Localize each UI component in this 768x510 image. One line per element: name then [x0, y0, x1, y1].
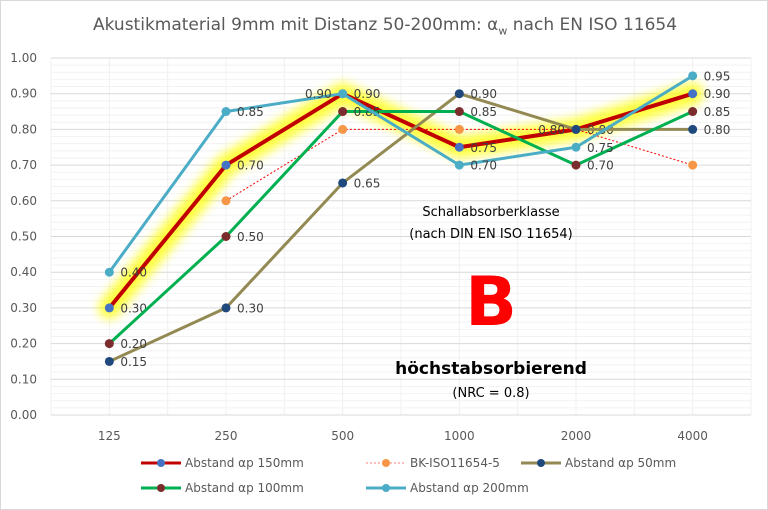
- data-point: [454, 124, 464, 134]
- data-point: [221, 196, 231, 206]
- data-label: 0.70: [587, 159, 614, 173]
- x-tick-label: 500: [331, 429, 354, 443]
- legend-item: Abstand αp 50mm: [521, 456, 676, 470]
- title-subscript: w: [498, 24, 508, 38]
- legend-swatch: [366, 459, 406, 467]
- data-label: 0.90: [470, 87, 497, 101]
- annotation-class-letter: B: [465, 263, 517, 342]
- y-tick-label: 0.60: [10, 194, 37, 208]
- y-tick-label: 0.40: [10, 265, 37, 279]
- data-point: [454, 160, 464, 170]
- data-label: 0.90: [305, 87, 332, 101]
- series-line: [108, 110, 694, 345]
- data-point: [221, 107, 231, 117]
- data-point: [571, 160, 581, 170]
- data-label: 0.40: [120, 266, 147, 280]
- legend-label: BK-ISO11654-5: [410, 456, 500, 470]
- data-label: 0.85: [354, 105, 381, 119]
- legend-item: Abstand αp 100mm: [141, 481, 304, 495]
- data-label: 0.80: [704, 123, 731, 137]
- annotation-class-desc: höchstabsorbierend: [395, 359, 587, 379]
- data-label: 0.15: [120, 355, 147, 369]
- data-point: [221, 303, 231, 313]
- data-label: 0.20: [120, 337, 147, 351]
- data-label: 0.30: [120, 301, 147, 315]
- y-tick-label: 0.70: [10, 158, 37, 172]
- y-tick-label: 0.10: [10, 372, 37, 386]
- data-point: [338, 178, 348, 188]
- legend-label: Abstand αp 200mm: [410, 481, 529, 495]
- data-point: [104, 267, 114, 277]
- data-point: [688, 89, 698, 99]
- data-point: [688, 124, 698, 134]
- x-tick-label: 250: [215, 429, 238, 443]
- data-point: [454, 107, 464, 117]
- data-point: [338, 89, 348, 99]
- legend-item: Abstand αp 150mm: [141, 456, 304, 470]
- data-point: [688, 160, 698, 170]
- data-point: [104, 303, 114, 313]
- data-point: [454, 89, 464, 99]
- data-label: 0.85: [237, 105, 264, 119]
- data-point: [571, 124, 581, 134]
- legend-swatch: [141, 484, 181, 492]
- data-point: [571, 142, 581, 152]
- data-label: 0.70: [237, 159, 264, 173]
- annotation-nrc: (NRC = 0.8): [452, 386, 530, 401]
- y-tick-label: 0.80: [10, 122, 37, 136]
- data-label: 0.70: [470, 159, 497, 173]
- data-point: [104, 339, 114, 349]
- data-point: [104, 356, 114, 366]
- annotation-class-label: Schallabsorberklasse: [422, 205, 560, 220]
- y-tick-label: 0.90: [10, 87, 37, 101]
- data-point: [688, 107, 698, 117]
- x-tick-label: 4000: [677, 429, 708, 443]
- legend-swatch: [141, 459, 181, 467]
- legend-swatch: [521, 459, 561, 467]
- data-label: 0.85: [704, 105, 731, 119]
- data-point: [688, 71, 698, 81]
- y-tick-label: 0.00: [10, 408, 37, 422]
- annotation-class-norm: (nach DIN EN ISO 11654): [409, 227, 573, 242]
- data-label: 0.65: [354, 176, 381, 190]
- x-tick-label: 2000: [561, 429, 592, 443]
- legend-swatch: [366, 484, 406, 492]
- chart-title: Akustikmaterial 9mm mit Distanz 50-200mm…: [1, 15, 767, 38]
- data-label: 0.50: [237, 230, 264, 244]
- y-tick-label: 0.30: [10, 301, 37, 315]
- data-label: 0.85: [470, 105, 497, 119]
- data-point: [221, 232, 231, 241]
- x-tick-label: 125: [98, 429, 121, 443]
- y-tick-label: 0.20: [10, 337, 37, 351]
- legend-label: Abstand αp 150mm: [185, 456, 304, 470]
- title-rest: nach EN ISO 11654: [507, 15, 678, 35]
- series-line: [108, 74, 694, 274]
- data-label: 0.30: [237, 301, 264, 315]
- legend-label: Abstand αp 50mm: [565, 456, 677, 470]
- y-tick-label: 1.00: [10, 51, 37, 65]
- title-main: Akustikmaterial 9mm mit Distanz 50-200mm…: [92, 15, 499, 35]
- data-point: [338, 107, 348, 117]
- data-label: 0.90: [354, 87, 381, 101]
- data-label: 0.80: [538, 123, 565, 137]
- data-label: 0.95: [704, 69, 731, 83]
- data-point: [338, 124, 348, 134]
- legend-label: Abstand αp 100mm: [185, 481, 304, 495]
- data-label: 0.75: [587, 141, 614, 155]
- data-label: 0.75: [470, 141, 497, 155]
- series-line: [108, 92, 693, 363]
- x-tick-label: 1000: [444, 429, 475, 443]
- data-point: [454, 142, 464, 152]
- data-label: 0.90: [704, 87, 731, 101]
- data-point: [221, 160, 231, 170]
- y-tick-label: 0.50: [10, 230, 37, 244]
- series-line: [107, 91, 694, 310]
- legend-item: Abstand αp 200mm: [366, 481, 529, 495]
- legend-item: BK-ISO11654-5: [366, 456, 500, 470]
